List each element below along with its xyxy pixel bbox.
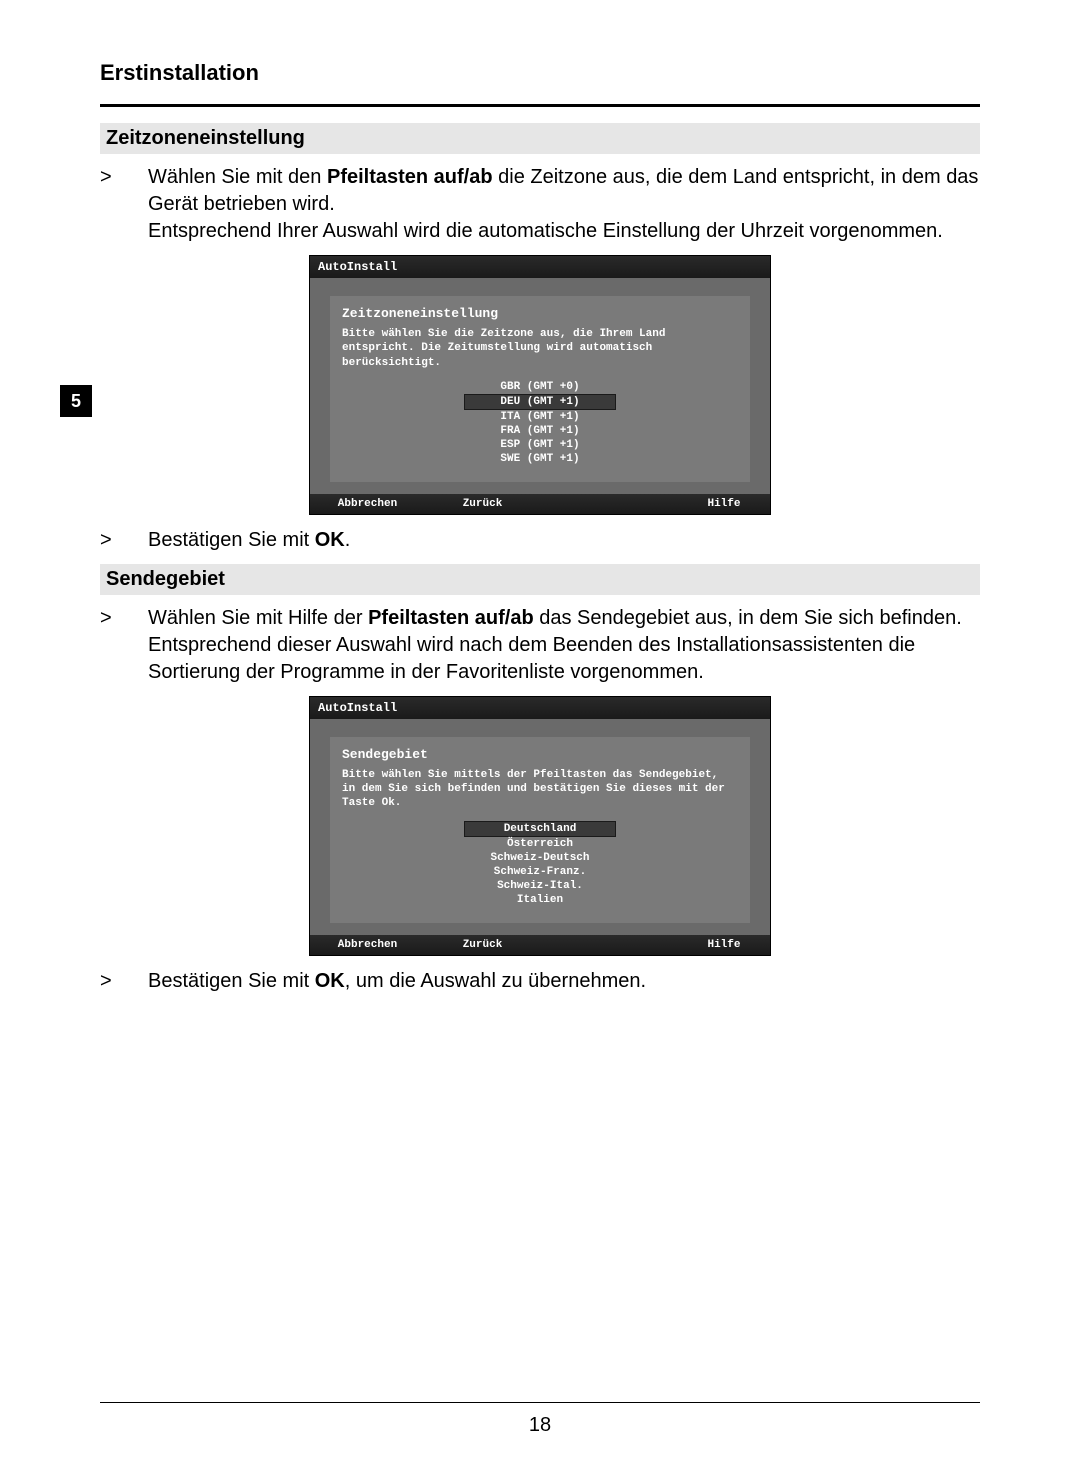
list-item: Schweiz-Deutsch: [465, 851, 615, 865]
chapter-title: Erstinstallation: [100, 60, 980, 86]
paragraph-text: Wählen Sie mit Hilfe der Pfeiltasten auf…: [148, 605, 980, 686]
screenshot2-footer: Abbrechen Zurück Hilfe: [310, 935, 770, 955]
screenshot1-titlebar: AutoInstall: [310, 256, 770, 278]
list-item: Schweiz-Ital.: [465, 879, 615, 893]
screenshot2-container: AutoInstall Sendegebiet Bitte wählen Sie…: [100, 696, 980, 956]
text-span: Wählen Sie mit Hilfe der: [148, 607, 368, 629]
list-item: Österreich: [465, 837, 615, 851]
section1-paragraph1: > Wählen Sie mit den Pfeiltasten auf/ab …: [100, 164, 980, 245]
footer-abbrechen: Abbrechen: [310, 498, 425, 510]
paragraph-text: Bestätigen Sie mit OK, um die Auswahl zu…: [148, 968, 980, 995]
footer-hilfe: Hilfe: [678, 498, 770, 510]
bold-span: Pfeiltasten auf/ab: [327, 166, 493, 188]
list-marker: >: [100, 527, 148, 554]
text-span: das Sendegebiet aus, in dem Sie sich bef…: [534, 607, 962, 629]
text-span: Bestätigen Sie mit: [148, 970, 315, 992]
footer-abbrechen: Abbrechen: [310, 939, 425, 951]
bold-span: OK: [315, 970, 345, 992]
footer-spacer: [540, 498, 678, 510]
footer-spacer: [540, 939, 678, 951]
screenshot2-list: DeutschlandÖsterreichSchweiz-DeutschSchw…: [342, 821, 738, 907]
text-span: Entsprechend Ihrer Auswahl wird die auto…: [148, 220, 943, 242]
list-marker: >: [100, 968, 148, 995]
list-item: GBR (GMT +0): [465, 380, 615, 394]
text-span: Bestätigen Sie mit: [148, 529, 315, 551]
text-span: Entsprechend dieser Auswahl wird nach de…: [148, 634, 915, 683]
bottom-rule: [100, 1402, 980, 1403]
text-span: Wählen Sie mit den: [148, 166, 327, 188]
bold-span: Pfeiltasten auf/ab: [368, 607, 534, 629]
screenshot1-footer: Abbrechen Zurück Hilfe: [310, 494, 770, 514]
screenshot2-body: Sendegebiet Bitte wählen Sie mittels der…: [310, 719, 770, 935]
screenshot2-titlebar: AutoInstall: [310, 697, 770, 719]
page-number: 18: [0, 1414, 1080, 1437]
list-item: ITA (GMT +1): [465, 410, 615, 424]
section2-heading: Sendegebiet: [100, 564, 980, 595]
section2-paragraph1: > Wählen Sie mit Hilfe der Pfeiltasten a…: [100, 605, 980, 686]
footer-zurueck: Zurück: [425, 498, 540, 510]
screenshot1: AutoInstall Zeitzoneneinstellung Bitte w…: [309, 255, 771, 515]
text-span: .: [345, 529, 351, 551]
list-item: Italien: [465, 893, 615, 907]
page: 5 Erstinstallation Zeitzoneneinstellung …: [0, 0, 1080, 1481]
footer-zurueck: Zurück: [425, 939, 540, 951]
bottom-rule-container: [100, 1402, 980, 1403]
screenshot1-panel-desc: Bitte wählen Sie die Zeitzone aus, die I…: [342, 327, 738, 370]
footer-hilfe: Hilfe: [678, 939, 770, 951]
section2-confirm: > Bestätigen Sie mit OK, um die Auswahl …: [100, 968, 980, 995]
bold-span: OK: [315, 529, 345, 551]
chapter-side-tab: 5: [60, 385, 92, 417]
screenshot2-panel-desc: Bitte wählen Sie mittels der Pfeiltasten…: [342, 768, 738, 811]
screenshot1-panel-title: Zeitzoneneinstellung: [342, 306, 738, 321]
list-item: Deutschland: [464, 821, 616, 837]
list-marker: >: [100, 605, 148, 686]
list-item: ESP (GMT +1): [465, 438, 615, 452]
screenshot1-list: GBR (GMT +0)DEU (GMT +1)ITA (GMT +1)FRA …: [342, 380, 738, 466]
text-span: , um die Auswahl zu übernehmen.: [345, 970, 646, 992]
list-marker: >: [100, 164, 148, 245]
top-rule: [100, 104, 980, 107]
list-item: DEU (GMT +1): [464, 394, 616, 410]
section1-heading: Zeitzoneneinstellung: [100, 123, 980, 154]
list-item: FRA (GMT +1): [465, 424, 615, 438]
screenshot1-body: Zeitzoneneinstellung Bitte wählen Sie di…: [310, 278, 770, 494]
section1-confirm: > Bestätigen Sie mit OK.: [100, 527, 980, 554]
list-item: SWE (GMT +1): [465, 452, 615, 466]
paragraph-text: Wählen Sie mit den Pfeiltasten auf/ab di…: [148, 164, 980, 245]
screenshot2-panel-title: Sendegebiet: [342, 747, 738, 762]
paragraph-text: Bestätigen Sie mit OK.: [148, 527, 980, 554]
screenshot1-container: AutoInstall Zeitzoneneinstellung Bitte w…: [100, 255, 980, 515]
screenshot2: AutoInstall Sendegebiet Bitte wählen Sie…: [309, 696, 771, 956]
screenshot1-panel: Zeitzoneneinstellung Bitte wählen Sie di…: [330, 296, 750, 482]
list-item: Schweiz-Franz.: [465, 865, 615, 879]
screenshot2-panel: Sendegebiet Bitte wählen Sie mittels der…: [330, 737, 750, 923]
